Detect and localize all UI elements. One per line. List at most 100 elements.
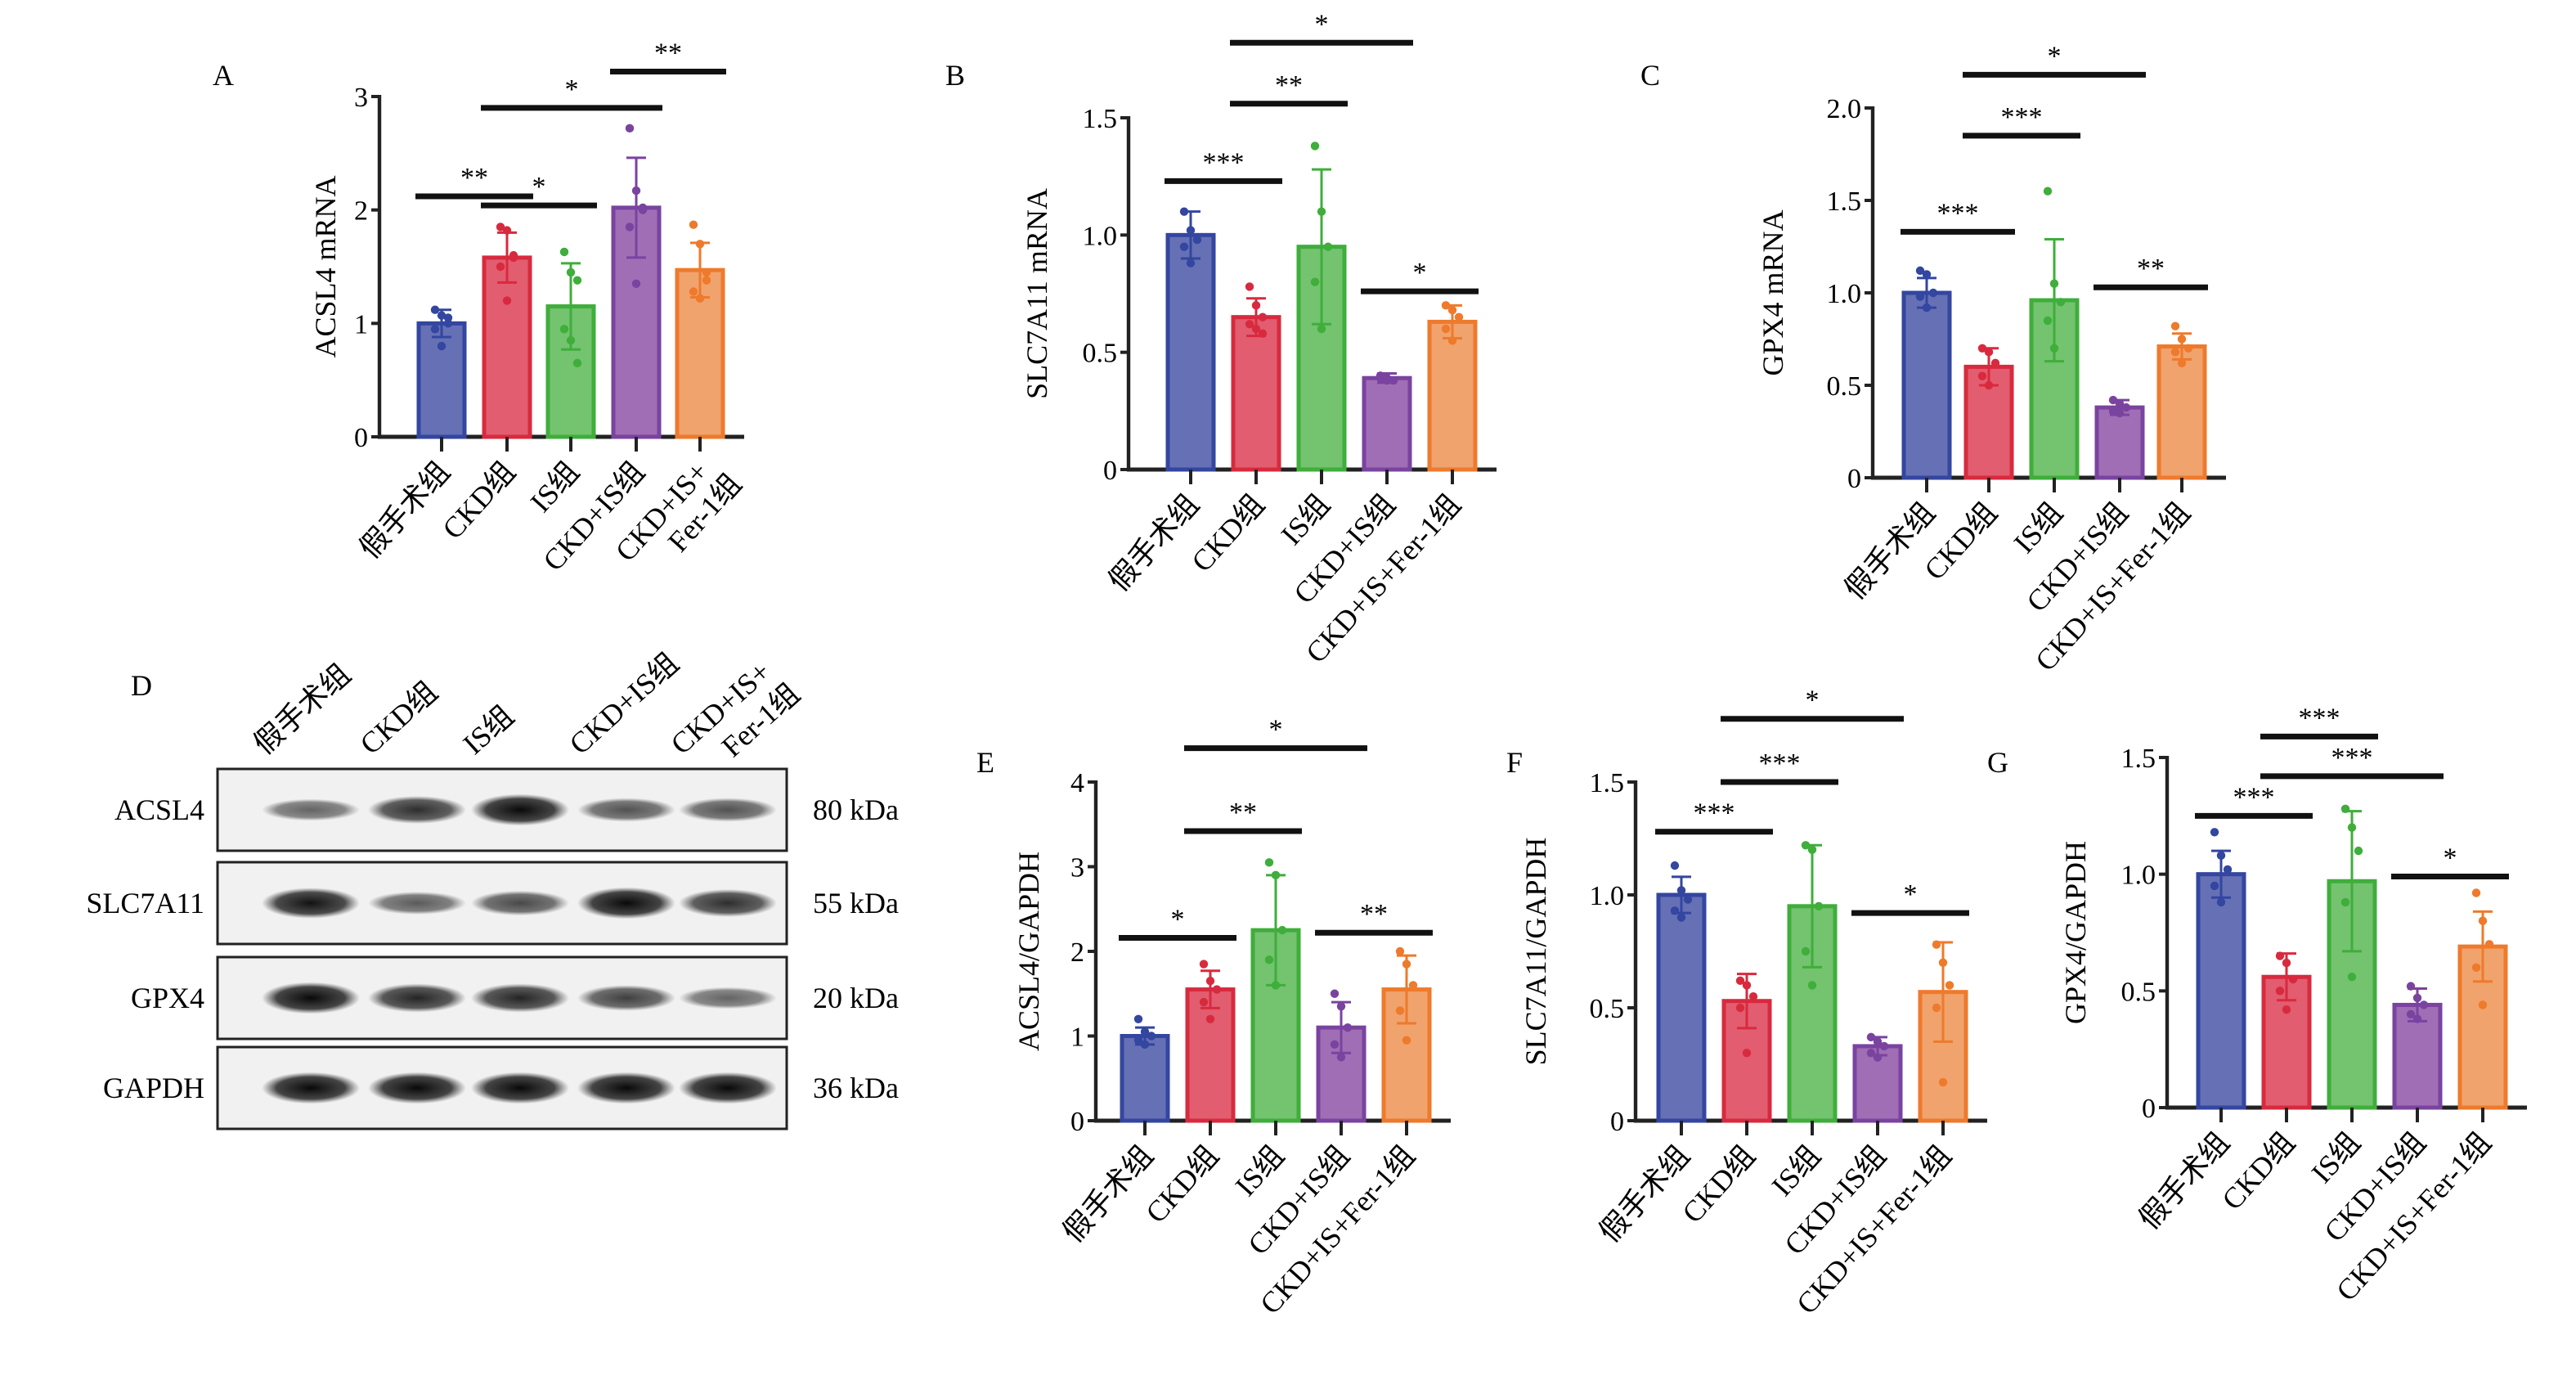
data-point: [1317, 207, 1326, 216]
data-point: [1186, 258, 1196, 267]
data-point: [702, 276, 711, 285]
y-tick-label: 1.0: [1590, 881, 1625, 911]
x-tick-label-line: 假手术组: [1102, 488, 1205, 598]
data-point: [1814, 901, 1824, 911]
y-tick-label: 1.0: [1827, 279, 1862, 309]
data-point: [2115, 399, 2125, 408]
y-axis-label: ACSL4 mRNA: [309, 175, 342, 357]
y-tick-label: 0.5: [1083, 339, 1118, 369]
data-point: [1330, 1040, 1340, 1050]
data-point: [566, 267, 576, 277]
data-point: [1922, 303, 1932, 312]
data-point: [1742, 981, 1752, 990]
data-point: [1807, 845, 1817, 855]
data-point: [1990, 358, 2000, 368]
data-point: [1676, 913, 1686, 922]
significance-label: *: [2444, 843, 2457, 874]
significance-label: *: [1171, 904, 1185, 934]
y-axis-label: GPX4 mRNA: [1757, 209, 1789, 375]
data-point: [559, 247, 569, 257]
data-point: [1683, 895, 1693, 904]
panel-label: C: [1640, 59, 1660, 92]
y-tick-label: 0: [1847, 464, 1861, 494]
data-point: [1938, 1077, 1948, 1087]
data-point: [2412, 1014, 2422, 1023]
data-point: [2108, 395, 2118, 405]
y-tick-label: 1.5: [1590, 768, 1625, 798]
lane-label: CKD+IS+Fer-1组: [665, 650, 806, 788]
data-point: [1264, 955, 1274, 964]
protein-band: [368, 1072, 466, 1104]
significance-label: *: [532, 172, 546, 202]
data-point: [1205, 1014, 1215, 1024]
y-tick-label: 1.5: [1827, 187, 1862, 217]
y-tick-label: 0: [1610, 1107, 1624, 1137]
data-point: [2354, 846, 2363, 856]
significance-label: *: [565, 74, 579, 105]
x-tick-label-line: CKD组: [436, 456, 522, 546]
data-point: [695, 294, 705, 303]
protein-band: [368, 796, 466, 824]
molecular-weight-label: 80 kDa: [813, 793, 899, 826]
lane-label: 假手术组: [248, 658, 357, 761]
data-point: [2056, 298, 2066, 307]
data-point: [1807, 981, 1817, 990]
data-point: [1402, 960, 1411, 969]
data-point: [1264, 858, 1274, 867]
protein-band: [577, 985, 675, 1011]
data-point: [1670, 906, 1680, 915]
x-tick-label: IS组: [524, 456, 586, 519]
data-point: [1271, 870, 1281, 880]
data-point: [1670, 861, 1680, 870]
significance-label: ***: [2331, 743, 2373, 773]
x-tick-label-line: 假手术组: [1057, 1140, 1160, 1249]
protein-band: [368, 892, 466, 915]
significance-label: ***: [1759, 748, 1801, 779]
data-point: [1977, 344, 1987, 353]
data-point: [1879, 1041, 1889, 1051]
protein-band: [679, 798, 777, 822]
y-tick-label: 1: [354, 309, 368, 339]
significance-label: *: [1413, 258, 1427, 288]
x-tick-label-line: 假手术组: [1593, 1140, 1696, 1249]
y-axis-label: SLC7A11/GAPDH: [1519, 838, 1552, 1066]
data-point: [631, 186, 641, 196]
x-tick-label: CKD组: [2215, 1126, 2301, 1216]
data-point: [509, 250, 518, 260]
data-point: [1179, 207, 1189, 216]
x-tick-label: 假手术组: [1593, 1140, 1696, 1249]
data-point: [689, 220, 698, 229]
panel-label: F: [1506, 746, 1523, 779]
data-point: [1395, 946, 1405, 956]
y-tick-label: 0.5: [2121, 977, 2156, 1007]
data-point: [2406, 1009, 2416, 1019]
data-point: [502, 226, 512, 235]
data-point: [2275, 951, 2285, 960]
data-point: [1133, 1036, 1143, 1045]
data-point: [1735, 1003, 1745, 1013]
protein-band: [471, 1072, 569, 1104]
significance-label: ***: [2233, 782, 2275, 812]
data-point: [1199, 997, 1209, 1007]
data-point: [1317, 324, 1326, 334]
protein-band: [471, 890, 569, 916]
data-point: [437, 341, 447, 351]
data-point: [2340, 897, 2350, 907]
x-tick-label-line: 假手术组: [2133, 1126, 2236, 1236]
x-tick-label: 假手术组: [1057, 1140, 1160, 1249]
significance-label: *: [1269, 715, 1283, 745]
protein-label: ACSL4: [114, 793, 204, 826]
lane-label-line: CKD+IS组: [563, 646, 685, 761]
protein-label: GAPDH: [103, 1072, 204, 1104]
y-tick-label: 2: [1070, 937, 1084, 968]
panel-label: D: [131, 669, 152, 702]
bar-0: [1120, 1034, 1170, 1123]
data-point: [1192, 235, 1202, 245]
data-point: [2412, 993, 2422, 1003]
significance-label: **: [460, 163, 488, 193]
data-point: [2049, 344, 2059, 353]
lane-label-line: 假手术组: [248, 658, 357, 761]
